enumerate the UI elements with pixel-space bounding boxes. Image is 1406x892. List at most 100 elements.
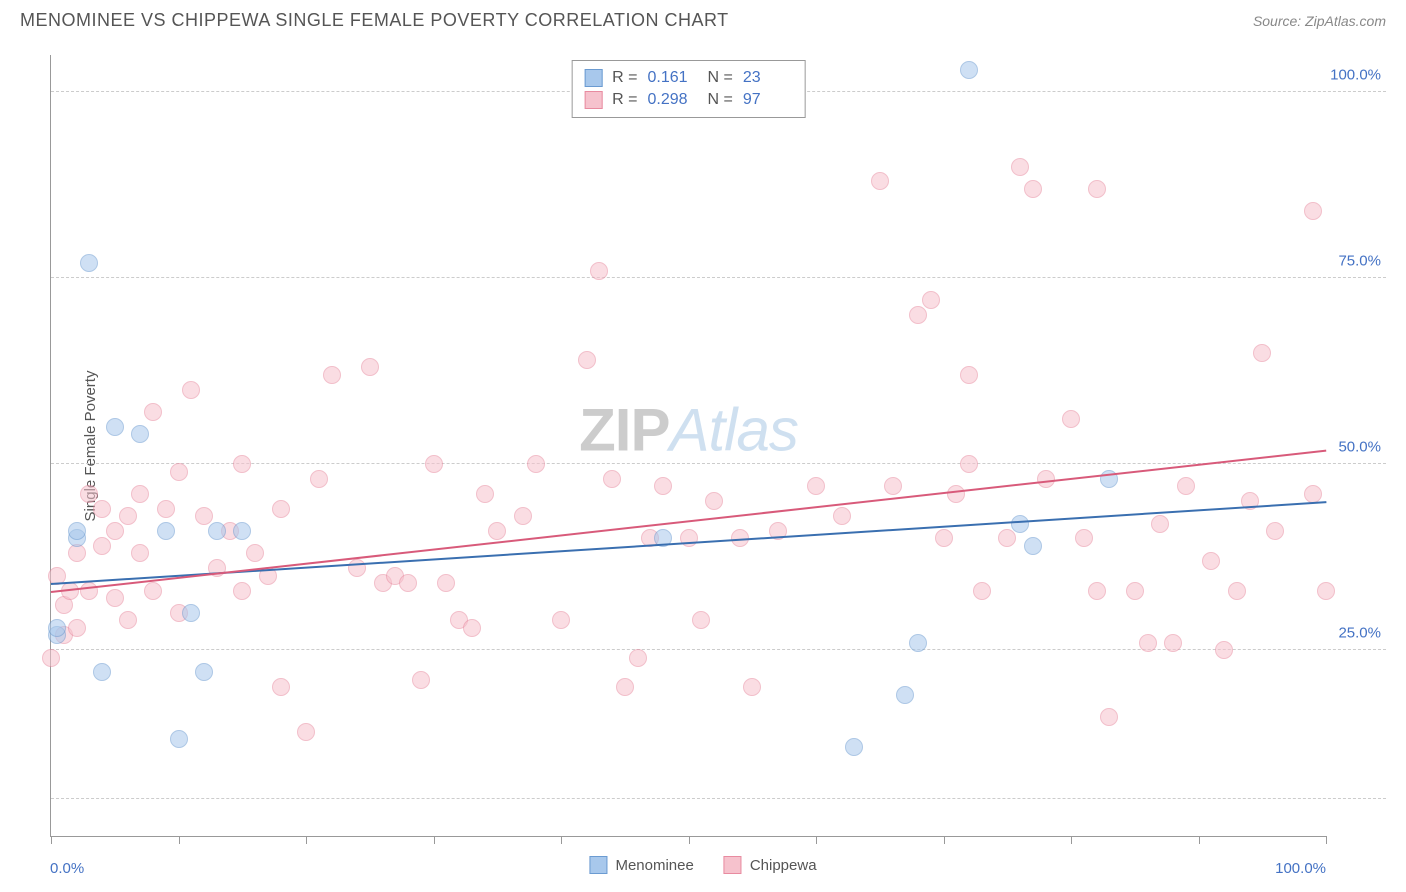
x-tick	[1326, 836, 1327, 844]
scatter-point-menominee	[1024, 537, 1042, 555]
scatter-point-chippewa	[998, 529, 1016, 547]
legend-item-chippewa: Chippewa	[724, 856, 817, 874]
scatter-point-chippewa	[552, 611, 570, 629]
x-tick	[179, 836, 180, 844]
y-tick-label: 100.0%	[1330, 67, 1381, 84]
legend-label-chippewa: Chippewa	[750, 857, 817, 874]
scatter-point-chippewa	[119, 611, 137, 629]
gridline-h	[51, 463, 1386, 464]
r-label: R =	[612, 91, 637, 109]
y-tick-label: 25.0%	[1338, 625, 1381, 642]
scatter-point-chippewa	[1177, 477, 1195, 495]
scatter-point-chippewa	[578, 351, 596, 369]
scatter-point-chippewa	[1304, 202, 1322, 220]
watermark-zip: ZIP	[579, 396, 669, 463]
scatter-point-chippewa	[233, 582, 251, 600]
scatter-point-chippewa	[1202, 552, 1220, 570]
watermark-atlas: Atlas	[669, 396, 797, 463]
scatter-point-chippewa	[833, 507, 851, 525]
scatter-point-menominee	[960, 61, 978, 79]
legend-swatch-icon	[589, 856, 607, 874]
scatter-point-chippewa	[310, 470, 328, 488]
n-label: N =	[708, 91, 733, 109]
scatter-point-chippewa	[1151, 515, 1169, 533]
scatter-point-menominee	[157, 522, 175, 540]
scatter-point-menominee	[68, 522, 86, 540]
scatter-point-menominee	[170, 730, 188, 748]
scatter-point-chippewa	[476, 485, 494, 503]
scatter-point-chippewa	[1088, 180, 1106, 198]
legend-swatch-chippewa	[584, 91, 602, 109]
scatter-point-chippewa	[1228, 582, 1246, 600]
scatter-point-chippewa	[1164, 634, 1182, 652]
stats-legend: R = 0.161 N = 23 R = 0.298 N = 97	[571, 60, 806, 118]
scatter-point-menominee	[1011, 515, 1029, 533]
scatter-point-chippewa	[272, 500, 290, 518]
scatter-point-chippewa	[182, 381, 200, 399]
scatter-point-menominee	[131, 425, 149, 443]
scatter-point-chippewa	[246, 544, 264, 562]
stats-row-chippewa: R = 0.298 N = 97	[584, 89, 793, 111]
scatter-point-chippewa	[884, 477, 902, 495]
scatter-point-chippewa	[42, 649, 60, 667]
scatter-point-chippewa	[1317, 582, 1335, 600]
scatter-point-chippewa	[1075, 529, 1093, 547]
scatter-point-chippewa	[922, 291, 940, 309]
stats-row-menominee: R = 0.161 N = 23	[584, 67, 793, 89]
n-value-chippewa: 97	[743, 91, 793, 109]
scatter-point-menominee	[233, 522, 251, 540]
x-tick	[944, 836, 945, 844]
scatter-point-chippewa	[170, 463, 188, 481]
scatter-point-chippewa	[705, 492, 723, 510]
scatter-point-chippewa	[106, 589, 124, 607]
scatter-point-menominee	[106, 418, 124, 436]
scatter-point-menominee	[208, 522, 226, 540]
chart-source: Source: ZipAtlas.com	[1253, 13, 1386, 29]
scatter-point-chippewa	[233, 455, 251, 473]
scatter-point-chippewa	[909, 306, 927, 324]
scatter-point-chippewa	[157, 500, 175, 518]
scatter-point-menominee	[909, 634, 927, 652]
scatter-point-chippewa	[807, 477, 825, 495]
r-value-chippewa: 0.298	[648, 91, 698, 109]
gridline-h	[51, 649, 1386, 650]
r-value-menominee: 0.161	[648, 69, 698, 87]
scatter-point-chippewa	[106, 522, 124, 540]
scatter-point-chippewa	[680, 529, 698, 547]
scatter-point-menominee	[182, 604, 200, 622]
scatter-point-menominee	[48, 619, 66, 637]
scatter-point-chippewa	[616, 678, 634, 696]
y-tick-label: 75.0%	[1338, 253, 1381, 270]
scatter-point-chippewa	[144, 582, 162, 600]
scatter-point-chippewa	[361, 358, 379, 376]
scatter-point-chippewa	[323, 366, 341, 384]
scatter-point-menominee	[93, 663, 111, 681]
scatter-point-chippewa	[743, 678, 761, 696]
scatter-point-chippewa	[1126, 582, 1144, 600]
scatter-point-chippewa	[131, 485, 149, 503]
scatter-point-menominee	[845, 738, 863, 756]
scatter-point-chippewa	[1062, 410, 1080, 428]
scatter-point-chippewa	[93, 537, 111, 555]
bottom-legend: Menominee Chippewa	[589, 856, 816, 874]
n-label: N =	[708, 69, 733, 87]
trend-line-menominee	[51, 501, 1326, 585]
scatter-point-chippewa	[80, 582, 98, 600]
scatter-point-chippewa	[144, 403, 162, 421]
scatter-point-chippewa	[692, 611, 710, 629]
scatter-point-chippewa	[488, 522, 506, 540]
scatter-point-chippewa	[960, 366, 978, 384]
scatter-point-chippewa	[272, 678, 290, 696]
scatter-point-chippewa	[437, 574, 455, 592]
chart-container: ZIPAtlas R = 0.161 N = 23 R = 0.298 N = …	[50, 55, 1386, 837]
scatter-point-chippewa	[1011, 158, 1029, 176]
r-label: R =	[612, 69, 637, 87]
x-label-min: 0.0%	[50, 860, 84, 877]
legend-label-menominee: Menominee	[615, 857, 693, 874]
scatter-point-chippewa	[654, 477, 672, 495]
scatter-point-chippewa	[93, 500, 111, 518]
scatter-point-chippewa	[119, 507, 137, 525]
scatter-point-chippewa	[603, 470, 621, 488]
x-label-max: 100.0%	[1275, 860, 1326, 877]
scatter-point-chippewa	[871, 172, 889, 190]
